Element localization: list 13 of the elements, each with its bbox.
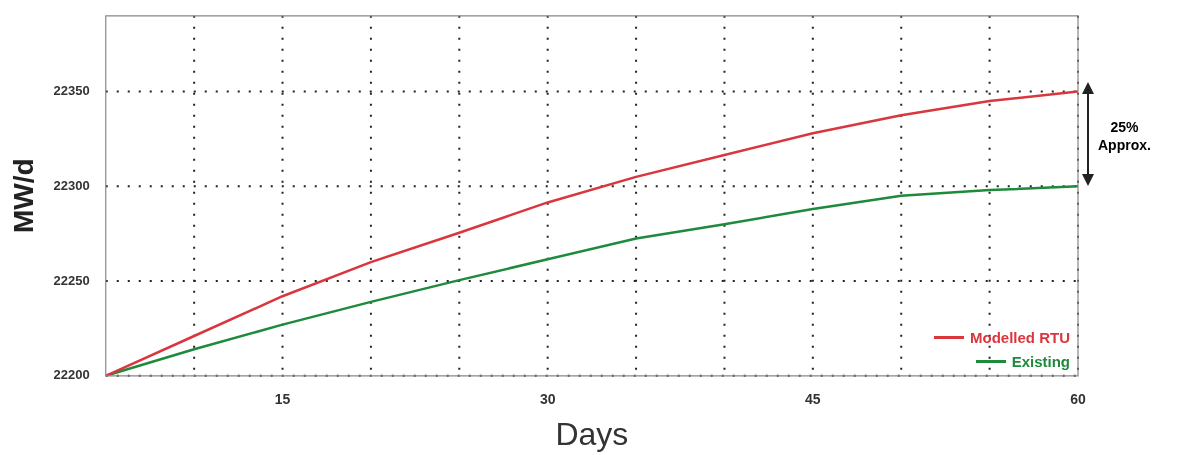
x-tick-label: 15 bbox=[274, 391, 291, 408]
x-tick-label: 30 bbox=[539, 391, 556, 408]
y-tick-label: 22300 bbox=[53, 177, 90, 193]
legend-label: Modelled RTU bbox=[970, 329, 1070, 347]
y-tick-label: 22350 bbox=[53, 83, 90, 99]
y-tick-label: 22200 bbox=[53, 367, 90, 383]
y-tick-label: 22250 bbox=[53, 272, 90, 288]
x-tick-label: 45 bbox=[805, 391, 821, 408]
text: 25% Approx. bbox=[1098, 118, 1151, 154]
legend-label: Existing bbox=[1011, 353, 1070, 371]
y-axis-title: MW/d bbox=[7, 158, 39, 234]
x-tick-label: 60 bbox=[1070, 391, 1086, 408]
x-axis-title: Days bbox=[555, 415, 629, 452]
